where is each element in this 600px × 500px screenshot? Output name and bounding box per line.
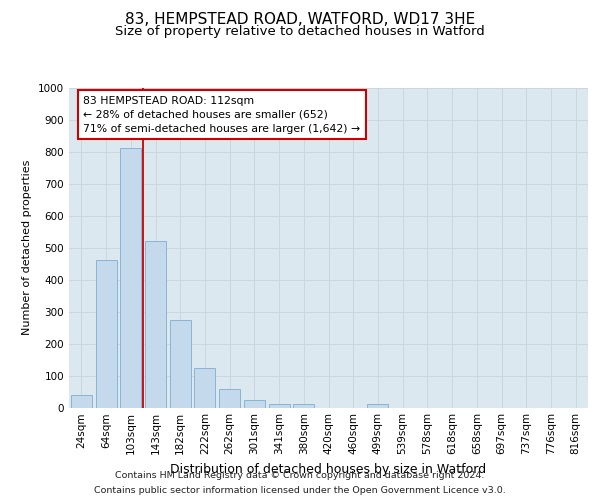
Bar	[194, 368, 215, 408]
Text: Contains public sector information licensed under the Open Government Licence v3: Contains public sector information licen…	[94, 486, 506, 495]
Bar	[244, 400, 265, 407]
Bar	[170, 320, 191, 408]
Bar	[71, 394, 92, 407]
Bar	[367, 404, 388, 407]
X-axis label: Distribution of detached houses by size in Watford: Distribution of detached houses by size …	[170, 463, 487, 476]
Bar	[219, 389, 240, 407]
Bar	[293, 404, 314, 407]
Text: 83 HEMPSTEAD ROAD: 112sqm
← 28% of detached houses are smaller (652)
71% of semi: 83 HEMPSTEAD ROAD: 112sqm ← 28% of detac…	[83, 96, 361, 134]
Bar	[120, 148, 141, 408]
Bar	[145, 241, 166, 408]
Text: Size of property relative to detached houses in Watford: Size of property relative to detached ho…	[115, 25, 485, 38]
Text: 83, HEMPSTEAD ROAD, WATFORD, WD17 3HE: 83, HEMPSTEAD ROAD, WATFORD, WD17 3HE	[125, 12, 475, 28]
Bar	[269, 404, 290, 407]
Bar	[95, 260, 116, 408]
Y-axis label: Number of detached properties: Number of detached properties	[22, 160, 32, 335]
Text: Contains HM Land Registry data © Crown copyright and database right 2024.: Contains HM Land Registry data © Crown c…	[115, 471, 485, 480]
